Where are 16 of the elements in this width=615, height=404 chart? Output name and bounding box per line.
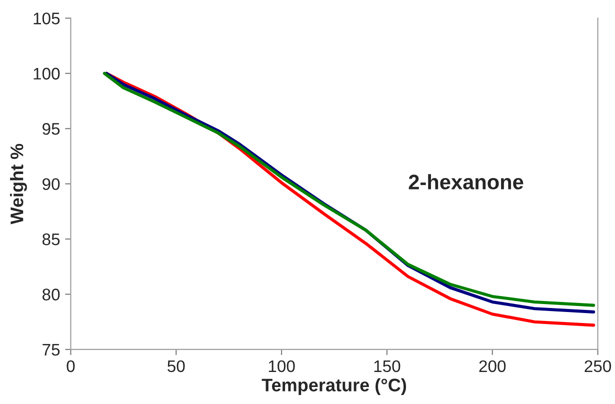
x-tick-label: 100 <box>268 360 295 372</box>
y-tick-label: 85 <box>42 233 60 246</box>
y-tick-label: 105 <box>34 12 60 24</box>
annotation: 2-hexanone <box>408 174 524 190</box>
x-tick-label: 0 <box>66 360 75 372</box>
x-tick-label: 50 <box>168 360 185 372</box>
y-tick-label: 90 <box>42 178 60 190</box>
x-axis-title: Temperature (°C) <box>262 378 406 396</box>
y-tick-label: 100 <box>34 68 60 80</box>
y-tick-label: 95 <box>42 123 60 135</box>
x-tick-label: 200 <box>479 360 506 372</box>
y-tick-label: 80 <box>42 288 60 300</box>
x-tick-label: 250 <box>584 360 612 372</box>
y-axis-title: Weight % <box>10 144 27 224</box>
x-tick-label: 150 <box>374 360 400 372</box>
y-tick-label: 75 <box>42 344 60 356</box>
